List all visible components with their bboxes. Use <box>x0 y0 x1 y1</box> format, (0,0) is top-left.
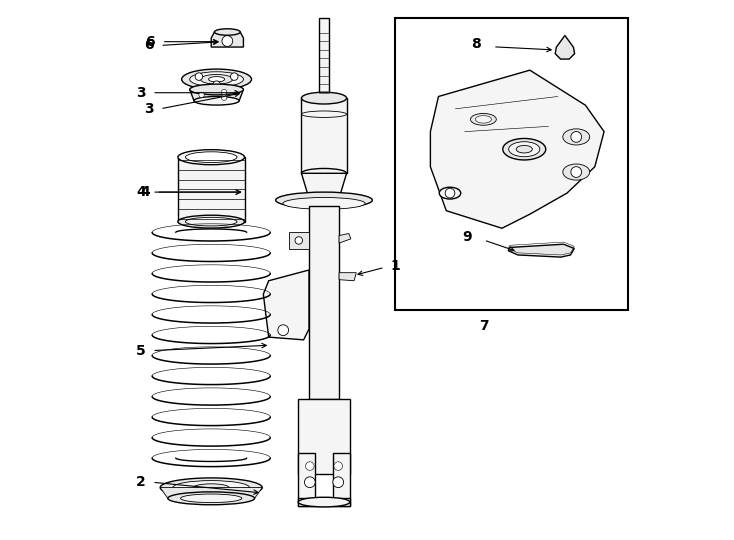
Circle shape <box>230 73 238 80</box>
Polygon shape <box>508 244 574 257</box>
Bar <box>309 206 339 399</box>
Text: 2: 2 <box>136 475 145 489</box>
Polygon shape <box>160 488 262 498</box>
Text: 4: 4 <box>140 185 150 199</box>
Text: 1: 1 <box>390 259 400 273</box>
Bar <box>288 232 309 248</box>
Circle shape <box>571 167 581 178</box>
Bar <box>178 157 244 221</box>
Ellipse shape <box>298 497 350 507</box>
Bar <box>333 453 350 507</box>
Polygon shape <box>555 36 575 59</box>
Ellipse shape <box>186 152 237 163</box>
Ellipse shape <box>509 141 539 157</box>
Ellipse shape <box>516 145 532 153</box>
Circle shape <box>445 188 455 198</box>
Bar <box>302 98 346 173</box>
Polygon shape <box>302 173 346 195</box>
Ellipse shape <box>439 187 461 199</box>
Ellipse shape <box>181 69 252 90</box>
Text: 8: 8 <box>471 37 482 51</box>
Text: 3: 3 <box>136 86 145 100</box>
Polygon shape <box>211 32 244 47</box>
Circle shape <box>222 90 227 94</box>
Ellipse shape <box>476 116 492 123</box>
Polygon shape <box>264 270 309 340</box>
Circle shape <box>278 325 288 335</box>
Text: 6: 6 <box>145 35 155 49</box>
Ellipse shape <box>200 75 233 84</box>
Ellipse shape <box>302 92 346 104</box>
Ellipse shape <box>503 138 546 160</box>
Ellipse shape <box>178 215 244 228</box>
Text: 7: 7 <box>479 319 488 333</box>
Ellipse shape <box>173 481 250 495</box>
Text: 5: 5 <box>136 343 145 357</box>
Ellipse shape <box>160 478 262 497</box>
Ellipse shape <box>470 113 496 125</box>
Ellipse shape <box>276 192 372 208</box>
Text: 3: 3 <box>144 102 153 116</box>
Circle shape <box>333 477 344 488</box>
Text: 9: 9 <box>462 230 472 244</box>
Ellipse shape <box>189 84 244 95</box>
Ellipse shape <box>214 29 240 35</box>
Ellipse shape <box>563 129 589 145</box>
Bar <box>319 17 329 98</box>
Ellipse shape <box>302 168 346 178</box>
Text: 4: 4 <box>136 185 145 199</box>
Ellipse shape <box>208 77 225 82</box>
Circle shape <box>222 36 233 46</box>
Circle shape <box>305 462 314 470</box>
Polygon shape <box>339 233 351 243</box>
Ellipse shape <box>563 164 589 180</box>
Text: 6: 6 <box>144 38 153 52</box>
Circle shape <box>571 132 581 142</box>
Circle shape <box>199 92 204 98</box>
Bar <box>298 453 316 507</box>
Polygon shape <box>430 70 604 228</box>
Polygon shape <box>189 90 244 101</box>
Circle shape <box>213 81 220 89</box>
Circle shape <box>295 237 302 244</box>
Ellipse shape <box>186 218 237 226</box>
Ellipse shape <box>181 494 241 503</box>
Ellipse shape <box>189 72 244 87</box>
Ellipse shape <box>283 198 365 210</box>
Bar <box>298 498 350 507</box>
Polygon shape <box>339 273 356 281</box>
Circle shape <box>334 462 343 470</box>
Ellipse shape <box>194 97 239 105</box>
Ellipse shape <box>178 150 244 165</box>
Circle shape <box>305 477 315 488</box>
Bar <box>298 399 350 474</box>
Circle shape <box>195 73 203 80</box>
Ellipse shape <box>193 484 229 491</box>
Bar <box>396 17 628 310</box>
Ellipse shape <box>168 492 255 505</box>
Circle shape <box>222 95 227 100</box>
